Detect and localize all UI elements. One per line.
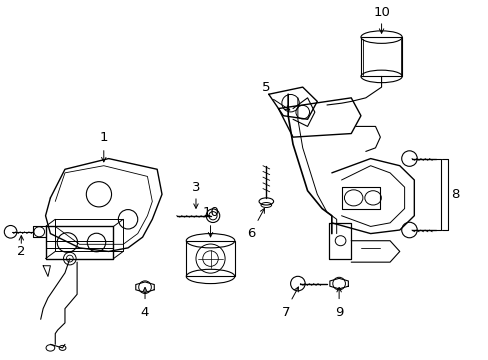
Bar [186, 241, 234, 276]
Text: 10: 10 [202, 206, 219, 219]
Text: 8: 8 [450, 188, 459, 201]
Text: 6: 6 [247, 227, 255, 240]
Text: 4: 4 [141, 306, 149, 319]
Text: 2: 2 [17, 245, 25, 258]
Text: 7: 7 [281, 306, 289, 319]
Text: 1: 1 [100, 131, 108, 144]
Bar [360, 37, 401, 76]
Text: 3: 3 [191, 181, 200, 194]
Text: 10: 10 [372, 6, 389, 19]
Text: 5: 5 [262, 81, 270, 94]
Text: 9: 9 [334, 306, 343, 319]
